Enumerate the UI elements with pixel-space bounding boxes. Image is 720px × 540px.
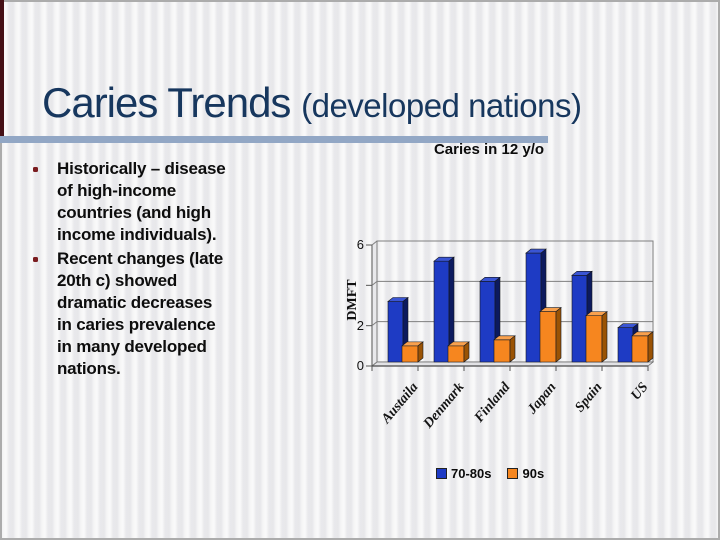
legend-item-70-80s: 70-80s — [436, 466, 491, 481]
bar-front — [479, 281, 496, 363]
bar-90s-finland — [493, 335, 516, 363]
left-accent-bar — [0, 0, 4, 136]
grid-connector — [371, 321, 378, 327]
bars-group — [387, 248, 654, 363]
bar-side — [555, 306, 562, 363]
grid-connector — [371, 240, 378, 246]
bullet-marker-icon — [33, 257, 38, 262]
legend-label: 90s — [522, 466, 545, 481]
bar-front — [571, 274, 588, 363]
y-tick-label-2: 2 — [356, 317, 364, 333]
bar-side — [509, 335, 516, 363]
bar-side — [463, 341, 470, 363]
bar-front — [447, 345, 465, 363]
bar-90s-spain — [585, 310, 608, 363]
bar-front — [617, 327, 634, 363]
bar-70-80s-austaila — [387, 296, 409, 363]
legend-swatch-icon — [507, 468, 519, 479]
bar-90s-japan — [539, 306, 562, 363]
bar-front — [539, 311, 557, 363]
page-title-sub: (developed nations) — [301, 87, 582, 124]
bullet-item: Historically – disease of high-income co… — [28, 158, 298, 246]
chart-title: Caries in 12 y/o — [433, 141, 545, 158]
legend-swatch-icon — [436, 468, 447, 479]
bar-front — [585, 315, 603, 363]
y-tick-label-0: 0 — [356, 358, 364, 373]
chart-plot-svg — [366, 240, 655, 371]
bar-front — [631, 335, 649, 363]
page-title: Caries Trends (developed nations) — [42, 79, 582, 126]
chart-legend: 70-80s 90s — [436, 466, 544, 481]
bar-90s-austaila — [401, 341, 424, 363]
bullet-item: Recent changes (late 20th c) showed dram… — [28, 248, 298, 380]
bullet-text: Recent changes (late 20th c) showed dram… — [57, 249, 224, 378]
bullet-marker-icon — [33, 167, 38, 172]
grid-connector — [371, 361, 378, 367]
bar-front — [493, 339, 511, 363]
bar-side — [601, 310, 608, 363]
x-ticks-group — [371, 366, 649, 371]
bar-90s-denmark — [447, 341, 470, 363]
legend-item-90s: 90s — [507, 466, 544, 481]
grid-connector — [371, 280, 378, 286]
bullet-list: Historically – disease of high-income co… — [28, 158, 298, 382]
y-tick-label-6: 6 — [356, 237, 364, 252]
bar-front — [387, 301, 404, 363]
page-title-main: Caries Trends — [42, 79, 302, 126]
bar-front — [433, 260, 450, 363]
bar-front — [525, 252, 542, 363]
bar-front — [401, 345, 419, 363]
bullet-text: Historically – disease of high-income co… — [57, 159, 226, 244]
bar-side — [647, 331, 654, 363]
legend-label: 70-80s — [451, 466, 492, 481]
title-underline-rule — [0, 136, 548, 143]
bar-90s-us — [631, 331, 654, 363]
bar-side — [417, 341, 424, 363]
